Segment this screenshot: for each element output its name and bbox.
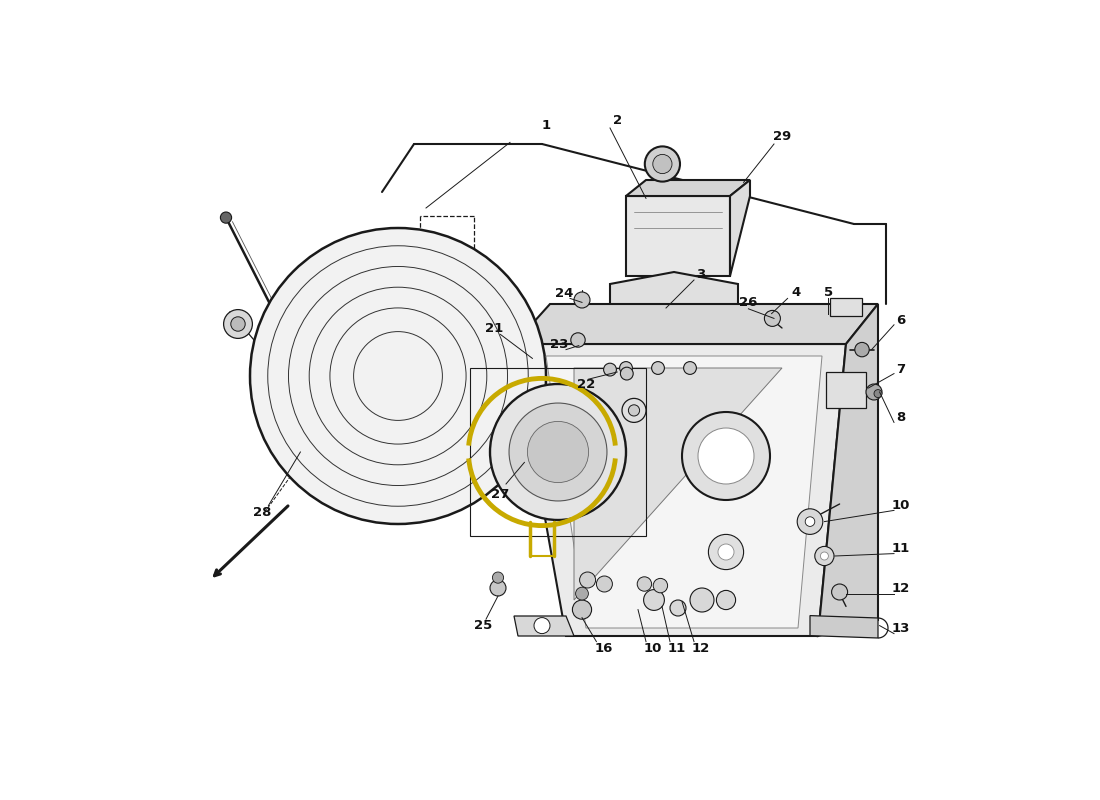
Polygon shape <box>546 356 822 628</box>
Text: 25: 25 <box>474 619 492 632</box>
Circle shape <box>651 362 664 374</box>
Circle shape <box>490 384 626 520</box>
Text: 12: 12 <box>691 642 710 654</box>
Text: 22: 22 <box>576 378 595 390</box>
Text: 5: 5 <box>824 286 833 299</box>
Polygon shape <box>514 304 878 344</box>
Circle shape <box>821 552 828 560</box>
Circle shape <box>652 154 672 174</box>
Text: 29: 29 <box>773 130 791 142</box>
Circle shape <box>716 590 736 610</box>
Text: a passion for parts since 1985: a passion for parts since 1985 <box>443 426 769 614</box>
Circle shape <box>718 544 734 560</box>
Text: 10: 10 <box>644 642 661 654</box>
Text: 21: 21 <box>485 322 503 334</box>
Circle shape <box>798 509 823 534</box>
Circle shape <box>670 600 686 616</box>
Circle shape <box>874 390 882 398</box>
Circle shape <box>575 587 589 600</box>
Circle shape <box>690 588 714 612</box>
Polygon shape <box>626 180 750 196</box>
Circle shape <box>223 310 252 338</box>
Polygon shape <box>830 298 862 316</box>
Text: 23: 23 <box>550 338 569 350</box>
Circle shape <box>644 590 664 610</box>
Polygon shape <box>818 304 878 636</box>
Text: 24: 24 <box>556 287 573 300</box>
Text: 4: 4 <box>791 286 800 299</box>
Polygon shape <box>730 180 750 276</box>
Circle shape <box>620 367 634 380</box>
Circle shape <box>509 403 607 501</box>
Circle shape <box>220 212 232 223</box>
Circle shape <box>490 580 506 596</box>
Text: 16: 16 <box>594 642 613 654</box>
Circle shape <box>571 333 585 347</box>
Circle shape <box>574 292 590 308</box>
Polygon shape <box>514 344 846 636</box>
Circle shape <box>604 363 616 376</box>
Circle shape <box>534 618 550 634</box>
Circle shape <box>619 362 632 374</box>
Polygon shape <box>626 196 730 276</box>
Polygon shape <box>514 616 574 636</box>
Text: 2: 2 <box>613 114 621 126</box>
Text: 26: 26 <box>739 296 758 309</box>
Polygon shape <box>574 368 782 600</box>
Text: 7: 7 <box>895 363 905 376</box>
Circle shape <box>645 146 680 182</box>
Circle shape <box>682 412 770 500</box>
Circle shape <box>621 398 646 422</box>
Circle shape <box>805 517 815 526</box>
Circle shape <box>580 572 595 588</box>
Text: 11: 11 <box>891 542 910 554</box>
Text: 6: 6 <box>895 314 905 326</box>
Circle shape <box>653 578 668 593</box>
Circle shape <box>596 576 613 592</box>
Text: 27: 27 <box>492 488 509 501</box>
Text: 8: 8 <box>895 411 905 424</box>
Circle shape <box>698 428 754 484</box>
Circle shape <box>572 600 592 619</box>
Text: 10: 10 <box>891 499 910 512</box>
Circle shape <box>832 584 848 600</box>
Circle shape <box>855 342 869 357</box>
Text: eurospares: eurospares <box>290 259 810 589</box>
Polygon shape <box>826 372 866 408</box>
Circle shape <box>708 534 744 570</box>
Circle shape <box>866 384 882 400</box>
Text: 13: 13 <box>891 622 910 634</box>
Text: 11: 11 <box>668 642 685 654</box>
Text: 1: 1 <box>541 119 551 132</box>
Circle shape <box>527 422 588 482</box>
Circle shape <box>764 310 780 326</box>
Circle shape <box>250 228 546 524</box>
Circle shape <box>637 577 651 591</box>
Circle shape <box>683 362 696 374</box>
Polygon shape <box>810 616 878 638</box>
Circle shape <box>231 317 245 331</box>
Polygon shape <box>610 272 738 364</box>
Bar <box>470 368 646 536</box>
Text: 3: 3 <box>696 268 705 281</box>
Circle shape <box>815 546 834 566</box>
Circle shape <box>628 405 639 416</box>
Text: 12: 12 <box>891 582 910 594</box>
Text: 28: 28 <box>253 506 272 518</box>
Circle shape <box>493 572 504 583</box>
